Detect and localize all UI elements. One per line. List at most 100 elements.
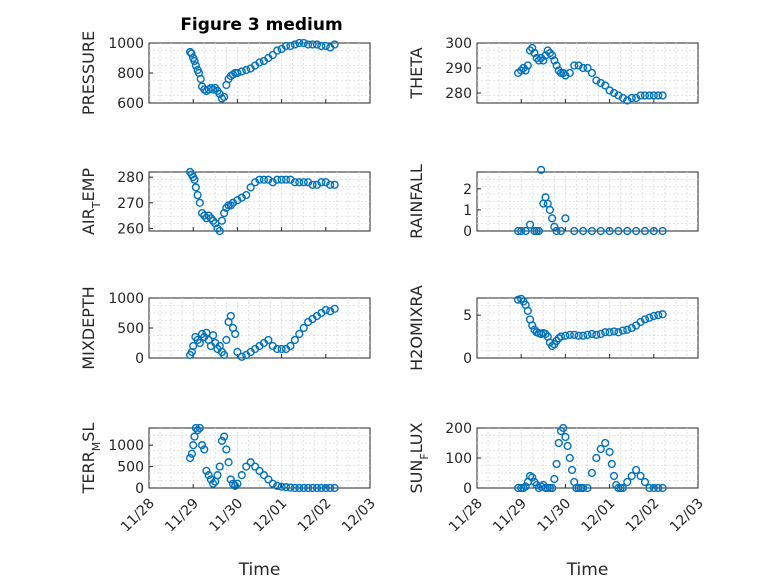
data-point bbox=[614, 328, 623, 337]
data-point bbox=[649, 91, 658, 100]
data-point bbox=[523, 306, 532, 315]
data-point bbox=[220, 92, 229, 102]
data-point bbox=[539, 56, 548, 65]
data-point bbox=[654, 311, 663, 320]
data-point bbox=[193, 426, 202, 435]
data-point bbox=[277, 482, 286, 491]
data-point bbox=[215, 226, 224, 236]
x-tick-label: 11/30 bbox=[534, 496, 574, 536]
data-point bbox=[211, 219, 220, 228]
data-point bbox=[561, 331, 570, 340]
data-point bbox=[561, 432, 570, 442]
y-axis-label: MIXDEPTH bbox=[79, 286, 98, 369]
data-point bbox=[193, 190, 202, 200]
data-point bbox=[521, 66, 530, 75]
data-point bbox=[191, 423, 200, 433]
data-point bbox=[195, 198, 204, 207]
data-point bbox=[286, 483, 295, 492]
data-point bbox=[233, 196, 242, 205]
data-point bbox=[312, 40, 322, 49]
data-point bbox=[255, 466, 264, 475]
data-point bbox=[217, 216, 227, 225]
y-tick-label: 280 bbox=[117, 170, 144, 186]
y-tick-label: 0 bbox=[135, 351, 144, 367]
data-point bbox=[601, 438, 610, 448]
data-point bbox=[308, 40, 317, 49]
y-axis-label: AIRTEMP bbox=[79, 168, 103, 235]
data-point bbox=[190, 175, 199, 184]
data-point bbox=[273, 344, 282, 354]
data-point bbox=[658, 91, 667, 100]
data-point bbox=[556, 332, 566, 341]
data-point bbox=[259, 175, 269, 184]
data-point bbox=[191, 183, 200, 192]
panel-rainfall: 2 1 0 RAINFALL bbox=[407, 164, 699, 240]
data-point bbox=[645, 483, 654, 493]
data-point bbox=[187, 449, 196, 458]
data-point bbox=[242, 462, 251, 471]
data-point bbox=[605, 328, 614, 337]
data-point bbox=[521, 482, 530, 491]
x-axis-label: Time bbox=[566, 560, 609, 580]
data-point bbox=[632, 93, 641, 103]
data-point bbox=[208, 331, 218, 340]
data-point bbox=[554, 66, 563, 75]
data-point bbox=[645, 313, 654, 322]
data-point bbox=[237, 352, 246, 361]
panel-air_temp: 280 270 260 AIRTEMP bbox=[79, 168, 371, 237]
y-tick-label: 260 bbox=[117, 221, 144, 237]
data-point bbox=[224, 458, 233, 467]
data-point bbox=[563, 441, 572, 451]
x-tick-label: 12/01 bbox=[579, 496, 619, 536]
data-point bbox=[609, 327, 619, 336]
data-point bbox=[190, 432, 199, 441]
data-point bbox=[645, 91, 654, 100]
data-point bbox=[326, 307, 335, 316]
y-tick-label: 0 bbox=[463, 224, 472, 240]
data-point bbox=[574, 61, 583, 70]
y-tick-label: 1000 bbox=[108, 438, 144, 454]
data-point bbox=[627, 323, 636, 333]
data-point bbox=[231, 481, 240, 490]
panel-terr_msl: 1000 500 011/28 11/29 11/30 12/01 12/02 12/03 Ti… bbox=[79, 423, 379, 580]
data-point bbox=[304, 178, 313, 187]
data-point bbox=[601, 328, 610, 337]
data-point bbox=[587, 329, 597, 339]
data-point bbox=[627, 93, 636, 103]
panel-sun_flux: 200 100 011/28 11/29 11/30 12/01 12/02 12/03 Tim… bbox=[407, 421, 707, 580]
data-point bbox=[299, 178, 308, 187]
data-point bbox=[570, 330, 579, 339]
data-point bbox=[246, 183, 255, 192]
data-point bbox=[220, 350, 229, 360]
data-point bbox=[286, 175, 295, 184]
data-point bbox=[627, 471, 636, 481]
data-point bbox=[649, 483, 658, 493]
data-point bbox=[632, 465, 641, 475]
data-point bbox=[286, 341, 295, 351]
data-point bbox=[202, 466, 211, 475]
x-axis-label: Time bbox=[238, 560, 281, 580]
data-point bbox=[587, 68, 597, 78]
data-point bbox=[237, 471, 246, 480]
data-point bbox=[583, 330, 592, 339]
data-point bbox=[545, 205, 555, 215]
data-point bbox=[583, 63, 592, 73]
data-point bbox=[636, 91, 645, 100]
x-tick-label: 11/29 bbox=[490, 496, 530, 536]
data-point bbox=[330, 304, 339, 313]
data-point bbox=[190, 56, 199, 66]
data-point bbox=[226, 311, 235, 321]
data-point bbox=[565, 330, 574, 339]
data-point bbox=[317, 41, 326, 51]
data-point bbox=[578, 63, 588, 73]
data-point bbox=[195, 338, 204, 348]
data-point bbox=[536, 53, 546, 63]
data-point bbox=[614, 91, 623, 100]
data-point bbox=[596, 329, 605, 339]
y-tick-label: 2 bbox=[463, 182, 472, 198]
data-point bbox=[618, 483, 627, 493]
y-tick-label: 5 bbox=[463, 308, 472, 324]
data-point bbox=[536, 165, 546, 174]
data-point bbox=[326, 483, 335, 493]
